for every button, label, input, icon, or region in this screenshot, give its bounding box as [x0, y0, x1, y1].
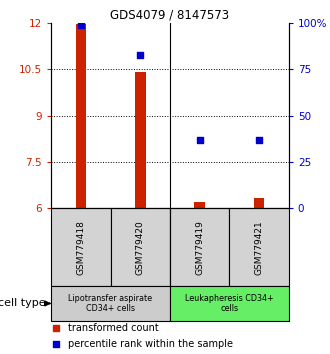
- Bar: [51, 209, 111, 286]
- Title: GDS4079 / 8147573: GDS4079 / 8147573: [111, 9, 229, 22]
- Text: Lipotransfer aspirate
CD34+ cells: Lipotransfer aspirate CD34+ cells: [69, 294, 152, 313]
- Text: GSM779421: GSM779421: [254, 220, 264, 275]
- Text: transformed count: transformed count: [68, 324, 158, 333]
- Bar: [170, 209, 229, 286]
- Point: [197, 137, 202, 143]
- Text: GSM779419: GSM779419: [195, 220, 204, 275]
- Bar: [76, 24, 86, 209]
- Point: [53, 326, 58, 331]
- Text: GSM779418: GSM779418: [76, 220, 85, 275]
- Point: [53, 342, 58, 347]
- Bar: [254, 199, 264, 209]
- Text: percentile rank within the sample: percentile rank within the sample: [68, 339, 233, 349]
- Bar: [135, 72, 146, 209]
- Bar: [229, 209, 289, 286]
- Text: cell type: cell type: [0, 298, 45, 308]
- Point: [138, 52, 143, 57]
- Text: Leukapheresis CD34+
cells: Leukapheresis CD34+ cells: [185, 294, 274, 313]
- Text: GSM779420: GSM779420: [136, 220, 145, 275]
- Bar: [111, 209, 170, 286]
- Point: [256, 137, 262, 143]
- Bar: [51, 286, 170, 320]
- Bar: [194, 201, 205, 209]
- Bar: [170, 286, 289, 320]
- Point: [78, 22, 83, 28]
